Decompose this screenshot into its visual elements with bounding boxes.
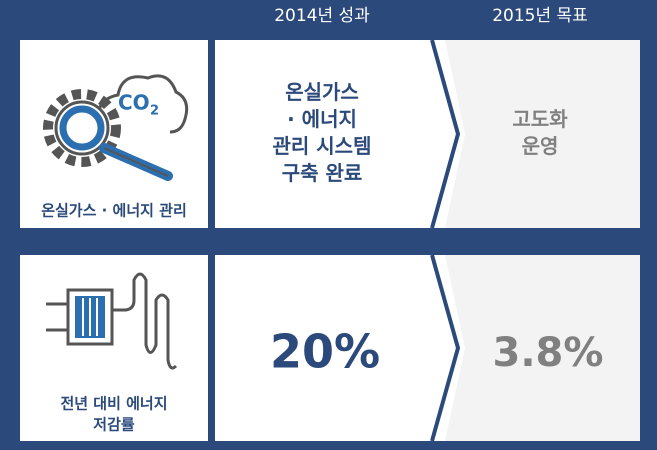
- row-label: 저감률: [93, 416, 135, 434]
- co2-icon: CO 2: [43, 74, 189, 181]
- target-card: [445, 255, 640, 441]
- result-value: 20%: [270, 325, 380, 379]
- label-card: [20, 255, 208, 441]
- header-2014: 2014년 성과: [274, 6, 370, 26]
- row-label: 온실가스 · 에너지 관리: [41, 202, 187, 220]
- target-text: 운영: [522, 134, 559, 158]
- target-value: 3.8%: [493, 330, 604, 376]
- header-2015: 2015년 목표: [492, 6, 588, 26]
- icon-subscript: 2: [150, 104, 159, 119]
- result-text: 관리 시스템: [273, 134, 372, 158]
- plug-icon: [46, 272, 178, 370]
- result-text: 온실가스: [285, 80, 359, 104]
- target-text: 고도화: [512, 107, 568, 131]
- result-text: 구축 완료: [282, 161, 363, 185]
- icon-text: CO: [118, 91, 150, 115]
- target-card: [445, 40, 640, 228]
- chevron: [430, 254, 461, 442]
- chevron: [430, 39, 461, 229]
- result-text: · 에너지: [287, 107, 357, 131]
- row-label: 전년 대비 에너지: [60, 395, 167, 413]
